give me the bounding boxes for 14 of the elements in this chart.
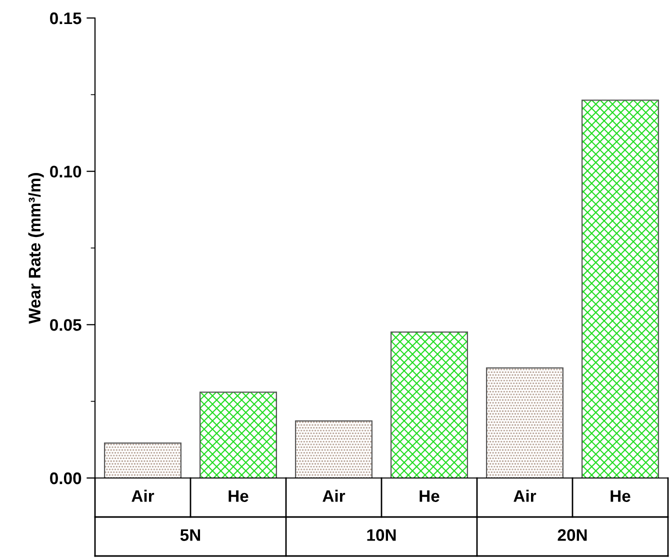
text: 10N xyxy=(367,529,396,541)
y-tick-label: 0.05 xyxy=(50,319,82,331)
x-tick-label: He xyxy=(228,490,248,502)
text: 20N xyxy=(558,529,587,541)
x-tick-label: Air xyxy=(514,490,536,502)
y-axis-title: Wear Rate (mm³/m) xyxy=(28,173,44,324)
x-tick-label: Air xyxy=(132,490,154,502)
x-tick-label: Air xyxy=(322,490,346,502)
x-tick-label: He xyxy=(420,490,440,502)
text: 5N xyxy=(180,529,200,541)
y-tick-label: 0.10 xyxy=(50,166,82,178)
x-tick-label: He xyxy=(610,490,630,502)
y-tick-label: 0.00 xyxy=(50,472,82,484)
y-tick-label: 0.15 xyxy=(50,12,82,24)
